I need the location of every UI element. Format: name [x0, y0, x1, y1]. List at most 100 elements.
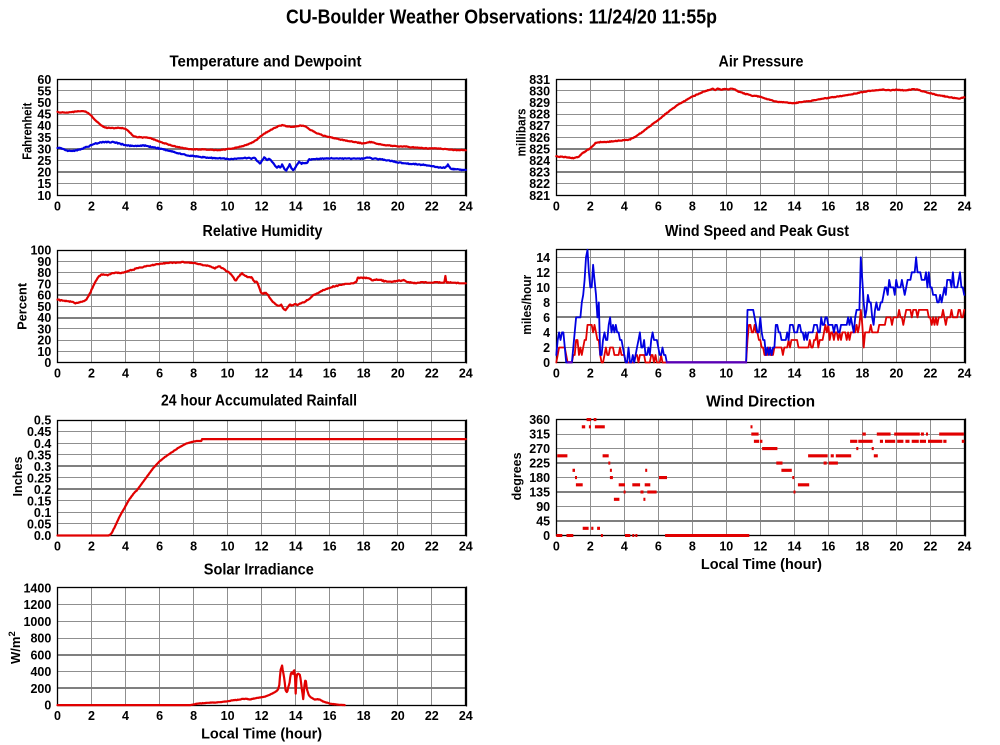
svg-text:2: 2	[587, 199, 594, 213]
svg-text:Wind Speed and Peak Gust: Wind Speed and Peak Gust	[665, 223, 850, 240]
svg-text:18: 18	[357, 367, 371, 381]
svg-text:8: 8	[190, 199, 197, 213]
svg-text:18: 18	[357, 709, 371, 723]
svg-text:22: 22	[425, 367, 439, 381]
svg-text:6: 6	[156, 540, 163, 554]
svg-text:24 hour Accumulated Rainfall: 24 hour Accumulated Rainfall	[161, 393, 357, 410]
svg-text:70: 70	[37, 277, 51, 291]
svg-text:135: 135	[529, 486, 550, 500]
svg-text:400: 400	[30, 665, 51, 679]
svg-text:18: 18	[357, 540, 371, 554]
svg-text:14: 14	[787, 199, 801, 213]
svg-text:6: 6	[156, 367, 163, 381]
svg-text:4: 4	[543, 326, 550, 340]
svg-text:0: 0	[44, 699, 51, 713]
svg-text:20: 20	[37, 334, 51, 348]
svg-text:0.5: 0.5	[34, 414, 51, 428]
svg-text:1000: 1000	[23, 615, 51, 629]
svg-text:CU-Boulder Weather Observation: CU-Boulder Weather Observations: 11/24/2…	[286, 7, 717, 29]
svg-text:20: 20	[889, 199, 903, 213]
svg-text:0.0: 0.0	[34, 529, 51, 543]
svg-text:24: 24	[957, 540, 971, 554]
svg-text:16: 16	[323, 709, 337, 723]
svg-text:360: 360	[529, 413, 550, 427]
svg-text:miles/hour: miles/hour	[519, 275, 534, 335]
svg-text:24: 24	[459, 709, 473, 723]
svg-text:2: 2	[7, 631, 18, 636]
svg-text:18: 18	[855, 540, 869, 554]
svg-text:60: 60	[37, 289, 51, 303]
svg-text:14: 14	[536, 251, 550, 265]
svg-text:2: 2	[88, 540, 95, 554]
svg-text:10: 10	[221, 199, 235, 213]
svg-text:Local Time (hour): Local Time (hour)	[701, 557, 822, 573]
svg-text:12: 12	[753, 540, 767, 554]
svg-text:100: 100	[30, 244, 51, 258]
svg-text:Inches: Inches	[10, 457, 25, 497]
svg-text:16: 16	[323, 540, 337, 554]
svg-text:0.2: 0.2	[34, 483, 51, 497]
svg-text:826: 826	[529, 131, 550, 145]
svg-text:225: 225	[529, 457, 550, 471]
svg-text:20: 20	[889, 367, 903, 381]
svg-text:180: 180	[529, 471, 550, 485]
svg-text:16: 16	[323, 199, 337, 213]
svg-text:Fahrenheit: Fahrenheit	[19, 102, 34, 160]
svg-text:0: 0	[54, 199, 61, 213]
svg-text:800: 800	[30, 632, 51, 646]
svg-text:Air Pressure: Air Pressure	[719, 54, 804, 71]
svg-text:35: 35	[37, 131, 51, 145]
svg-text:20: 20	[391, 367, 405, 381]
svg-text:0: 0	[553, 199, 560, 213]
svg-text:0.15: 0.15	[27, 494, 51, 508]
svg-text:10: 10	[536, 281, 550, 295]
svg-text:millibars: millibars	[514, 109, 529, 157]
svg-text:80: 80	[37, 266, 51, 280]
svg-text:4: 4	[621, 199, 628, 213]
svg-text:40: 40	[37, 119, 51, 133]
svg-text:45: 45	[37, 108, 51, 122]
svg-text:2: 2	[587, 367, 594, 381]
svg-text:4: 4	[621, 367, 628, 381]
svg-text:4: 4	[122, 367, 129, 381]
svg-text:822: 822	[529, 177, 550, 191]
svg-text:315: 315	[529, 428, 550, 442]
svg-text:22: 22	[923, 199, 937, 213]
svg-text:0: 0	[54, 709, 61, 723]
svg-text:0: 0	[553, 540, 560, 554]
svg-text:8: 8	[190, 709, 197, 723]
svg-text:55: 55	[37, 84, 51, 98]
svg-text:8: 8	[689, 367, 696, 381]
svg-text:0.3: 0.3	[34, 460, 51, 474]
svg-text:831: 831	[529, 73, 550, 87]
svg-text:10: 10	[221, 540, 235, 554]
svg-text:60: 60	[37, 73, 51, 87]
svg-text:18: 18	[855, 367, 869, 381]
svg-text:Solar Irradiance: Solar Irradiance	[204, 562, 314, 579]
svg-text:22: 22	[923, 540, 937, 554]
svg-text:270: 270	[529, 442, 550, 456]
svg-text:0.25: 0.25	[27, 471, 51, 485]
svg-text:6: 6	[156, 199, 163, 213]
svg-text:14: 14	[289, 540, 303, 554]
svg-text:14: 14	[787, 367, 801, 381]
svg-text:10: 10	[37, 345, 51, 359]
svg-text:14: 14	[787, 540, 801, 554]
svg-text:0.05: 0.05	[27, 518, 51, 532]
svg-text:2: 2	[88, 367, 95, 381]
svg-text:24: 24	[459, 540, 473, 554]
svg-text:24: 24	[957, 367, 971, 381]
svg-text:6: 6	[543, 311, 550, 325]
svg-text:2: 2	[88, 199, 95, 213]
svg-text:1400: 1400	[23, 581, 51, 595]
svg-text:18: 18	[357, 199, 371, 213]
svg-text:20: 20	[391, 199, 405, 213]
svg-text:12: 12	[255, 540, 269, 554]
svg-text:6: 6	[655, 367, 662, 381]
svg-text:0.4: 0.4	[34, 437, 51, 451]
svg-text:30: 30	[37, 322, 51, 336]
svg-text:degrees: degrees	[509, 452, 524, 500]
svg-text:0: 0	[44, 356, 51, 370]
svg-text:823: 823	[529, 166, 550, 180]
svg-text:0.45: 0.45	[27, 425, 51, 439]
